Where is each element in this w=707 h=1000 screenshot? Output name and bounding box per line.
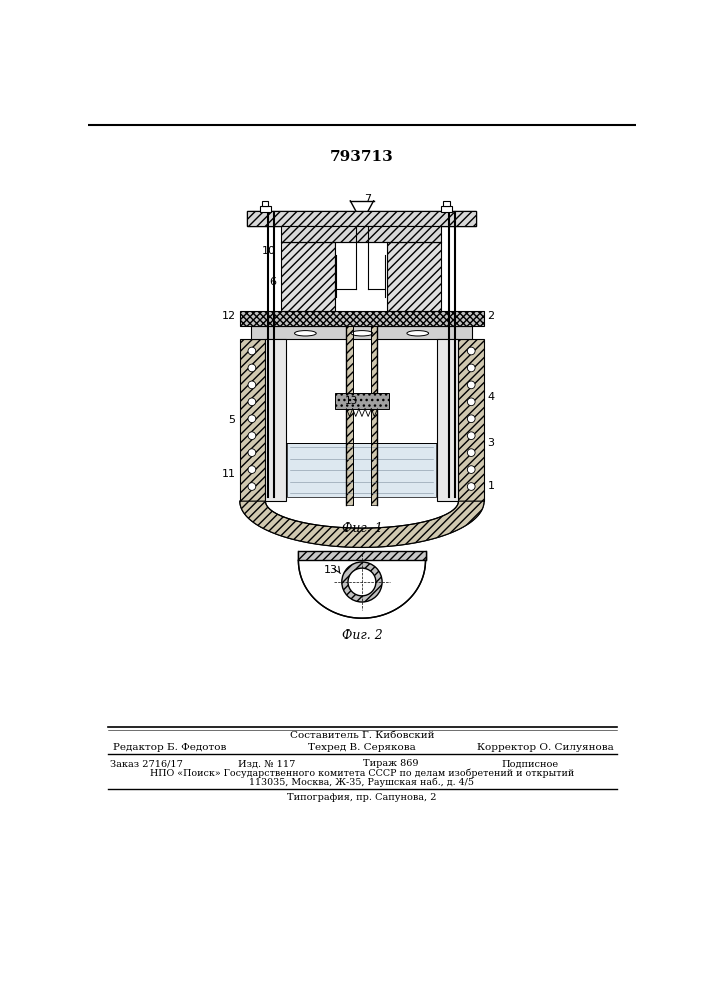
Polygon shape xyxy=(240,501,484,547)
Circle shape xyxy=(248,432,256,440)
Bar xyxy=(458,339,484,501)
Bar xyxy=(443,201,450,206)
Circle shape xyxy=(248,364,256,372)
Text: Заказ 2716/17: Заказ 2716/17 xyxy=(110,759,183,768)
Text: 4: 4 xyxy=(488,392,495,402)
Bar xyxy=(437,339,458,501)
Text: 1: 1 xyxy=(488,481,494,491)
Polygon shape xyxy=(298,560,426,618)
Text: 13: 13 xyxy=(345,396,358,406)
Ellipse shape xyxy=(351,331,373,336)
Circle shape xyxy=(248,483,256,490)
Ellipse shape xyxy=(407,331,428,336)
Circle shape xyxy=(248,415,256,423)
Circle shape xyxy=(467,398,475,406)
Text: 5: 5 xyxy=(228,415,235,425)
Bar xyxy=(262,201,268,206)
Text: Изд. № 117: Изд. № 117 xyxy=(238,759,296,768)
Bar xyxy=(240,311,484,326)
Bar xyxy=(247,211,476,226)
Bar xyxy=(265,339,286,501)
Text: Редактор Б. Федотов: Редактор Б. Федотов xyxy=(113,743,226,752)
Bar xyxy=(335,393,389,409)
Circle shape xyxy=(467,415,475,423)
Bar xyxy=(247,211,476,226)
Bar xyxy=(441,206,452,212)
Bar xyxy=(240,339,265,501)
Circle shape xyxy=(248,381,256,389)
Circle shape xyxy=(248,449,256,456)
Circle shape xyxy=(467,381,475,389)
Text: 793713: 793713 xyxy=(330,150,394,164)
Text: 3: 3 xyxy=(488,438,494,448)
Text: Составитель Г. Кибовский: Составитель Г. Кибовский xyxy=(290,732,434,740)
Text: 9: 9 xyxy=(387,227,394,237)
Bar xyxy=(335,242,387,311)
Bar xyxy=(287,443,436,497)
Circle shape xyxy=(467,483,475,490)
Circle shape xyxy=(248,466,256,473)
Circle shape xyxy=(248,398,256,406)
Bar xyxy=(387,242,441,311)
Circle shape xyxy=(467,432,475,440)
Text: Техред В. Серякова: Техред В. Серякова xyxy=(308,743,416,752)
Text: 6: 6 xyxy=(269,277,276,287)
Text: 7: 7 xyxy=(364,194,371,204)
Text: Фиг. 2: Фиг. 2 xyxy=(341,629,382,642)
Bar xyxy=(371,326,378,505)
Bar xyxy=(298,551,426,560)
Text: 8: 8 xyxy=(460,211,467,221)
Bar xyxy=(281,226,441,242)
Bar xyxy=(281,242,335,311)
Ellipse shape xyxy=(295,331,316,336)
Circle shape xyxy=(248,347,256,355)
Circle shape xyxy=(467,449,475,456)
Text: Тираж 869: Тираж 869 xyxy=(363,759,419,768)
Text: 2: 2 xyxy=(488,311,495,321)
Bar xyxy=(259,206,271,212)
Circle shape xyxy=(341,562,382,602)
Text: 12: 12 xyxy=(221,311,235,321)
Text: Типография, пр. Сапунова, 2: Типография, пр. Сапунова, 2 xyxy=(287,793,437,802)
Text: 10: 10 xyxy=(262,246,276,256)
Bar xyxy=(251,326,472,339)
Circle shape xyxy=(467,364,475,372)
Text: Фиг. 1: Фиг. 1 xyxy=(341,522,382,535)
Circle shape xyxy=(348,568,376,596)
Circle shape xyxy=(467,347,475,355)
Text: Подписное: Подписное xyxy=(501,759,559,768)
Text: НПО «Поиск» Государственного комитета СССР по делам изобретений и открытий: НПО «Поиск» Государственного комитета СС… xyxy=(150,768,574,778)
Bar xyxy=(346,326,353,505)
Circle shape xyxy=(467,466,475,473)
Text: 11: 11 xyxy=(221,469,235,479)
Text: Корректор О. Силуянова: Корректор О. Силуянова xyxy=(477,743,614,752)
Text: 13: 13 xyxy=(324,565,338,575)
Text: 113035, Москва, Ж-35, Раушская наб., д. 4/5: 113035, Москва, Ж-35, Раушская наб., д. … xyxy=(250,777,474,787)
